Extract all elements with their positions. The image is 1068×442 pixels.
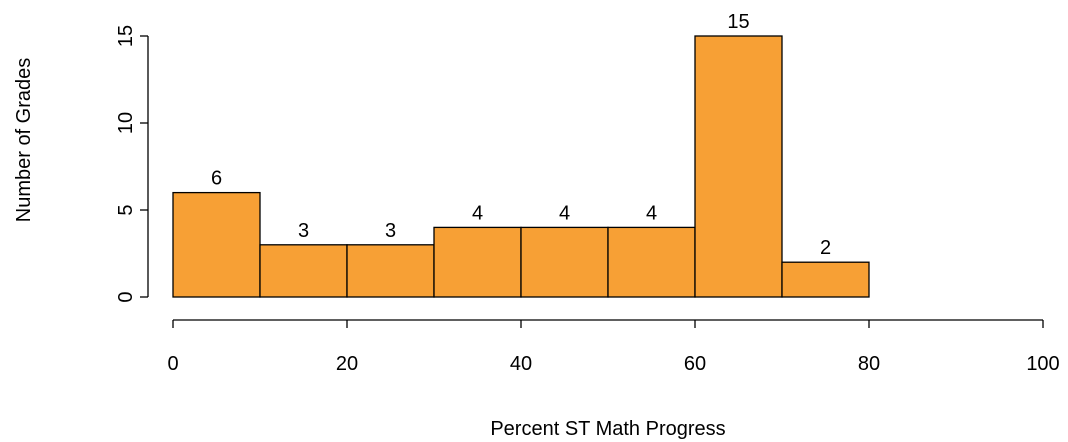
- bar: [694, 35, 783, 298]
- y-tick-label: 15: [115, 25, 137, 47]
- bar: [433, 226, 522, 298]
- y-axis-label: Number of Grades: [13, 58, 35, 223]
- x-tick-label: 40: [510, 353, 532, 375]
- value-label: 15: [727, 11, 749, 33]
- value-label: 4: [646, 202, 657, 224]
- y-tick-label: 0: [115, 291, 137, 302]
- value-label: 3: [385, 220, 396, 242]
- bar: [259, 244, 348, 298]
- value-label: 4: [559, 202, 570, 224]
- bar: [607, 226, 696, 298]
- x-tick-label: 100: [1026, 353, 1059, 375]
- bar: [781, 261, 870, 298]
- x-axis-label: Percent ST Math Progress: [490, 418, 725, 440]
- y-tick-label: 10: [115, 112, 137, 134]
- x-tick-label: 60: [684, 353, 706, 375]
- value-label: 3: [298, 220, 309, 242]
- y-tick-label: 5: [115, 204, 137, 215]
- value-label: 6: [211, 168, 222, 190]
- value-label: 2: [820, 237, 831, 259]
- x-tick-label: 80: [858, 353, 880, 375]
- bar: [346, 244, 435, 298]
- x-tick-label: 0: [167, 353, 178, 375]
- bar: [520, 226, 609, 298]
- x-tick-label: 20: [336, 353, 358, 375]
- value-label: 4: [472, 202, 483, 224]
- bar: [172, 191, 261, 298]
